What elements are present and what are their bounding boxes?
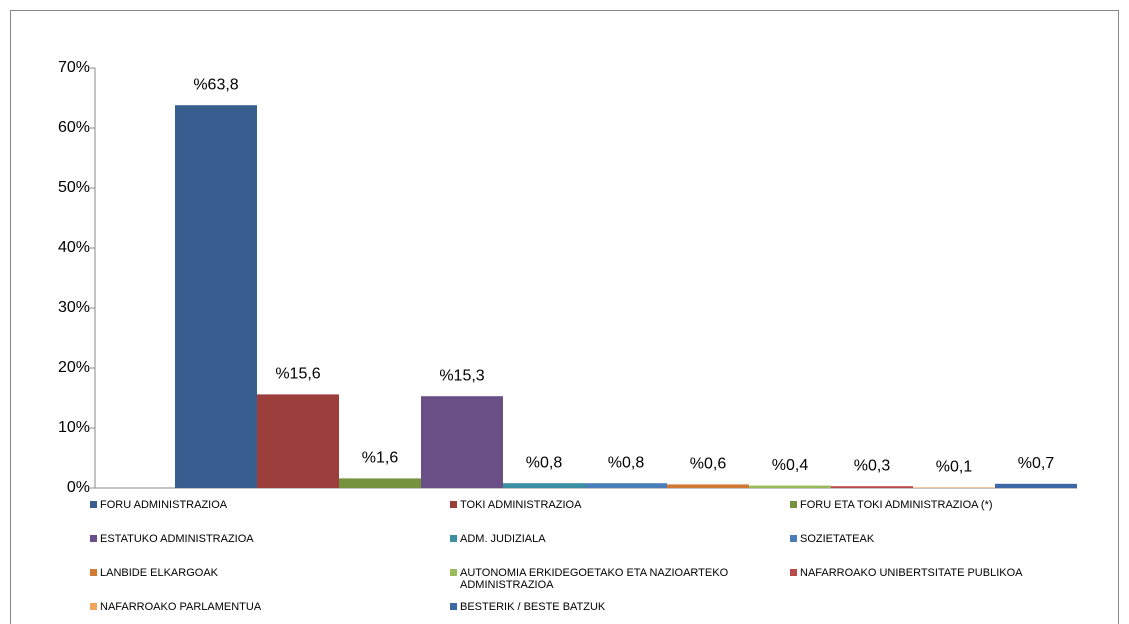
bar bbox=[995, 483, 1077, 488]
legend-label: BESTERIK / BESTE BATZUK bbox=[460, 601, 606, 613]
bar bbox=[421, 396, 503, 488]
legend-swatch bbox=[790, 501, 797, 508]
legend-item: AUTONOMIA ERKIDEGOETAKO ETA NAZIOARTEKO … bbox=[450, 567, 780, 591]
bar bbox=[175, 105, 257, 488]
legend-item: LANBIDE ELKARGOAK bbox=[90, 567, 420, 579]
legend-label: ESTATUKO ADMINISTRAZIOA bbox=[100, 533, 254, 545]
legend-item: ADM. JUDIZIALA bbox=[450, 533, 780, 545]
legend-label: AUTONOMIA ERKIDEGOETAKO ETA NAZIOARTEKO … bbox=[460, 567, 729, 591]
data-label: %15,3 bbox=[439, 367, 484, 384]
legend-label: NAFARROAKO PARLAMENTUA bbox=[100, 601, 262, 613]
bar bbox=[749, 485, 831, 488]
bar bbox=[585, 483, 667, 488]
legend-swatch bbox=[90, 603, 97, 610]
y-tick-label: 20% bbox=[58, 359, 90, 376]
data-label: %0,4 bbox=[772, 457, 809, 474]
legend-item: SOZIETATEAK bbox=[790, 533, 1120, 545]
y-tick-label: 10% bbox=[58, 419, 90, 436]
data-label: %1,6 bbox=[362, 450, 399, 467]
legend-swatch bbox=[90, 569, 97, 576]
bar bbox=[913, 487, 995, 488]
legend-swatch bbox=[450, 603, 457, 610]
y-tick-label: 70% bbox=[58, 59, 90, 76]
y-tick-label: 50% bbox=[58, 179, 90, 196]
data-label: %0,8 bbox=[526, 454, 563, 471]
data-label: %0,3 bbox=[854, 457, 891, 474]
y-tick-label: 40% bbox=[58, 239, 90, 256]
legend-item: FORU ADMINISTRAZIOA bbox=[90, 499, 420, 511]
y-tick-label: 0% bbox=[67, 479, 90, 496]
legend-swatch bbox=[450, 501, 457, 508]
legend-item: ESTATUKO ADMINISTRAZIOA bbox=[90, 533, 420, 545]
legend-label: NAFARROAKO UNIBERTSITATE PUBLIKOA bbox=[800, 567, 1023, 579]
legend-label: TOKI ADMINISTRAZIOA bbox=[460, 499, 582, 511]
legend-label: LANBIDE ELKARGOAK bbox=[100, 567, 218, 579]
legend-swatch bbox=[790, 569, 797, 576]
legend-label: FORU ETA TOKI ADMINISTRAZIOA (*) bbox=[800, 499, 993, 511]
data-label: %15,6 bbox=[275, 366, 320, 383]
data-label: %0,6 bbox=[690, 456, 727, 473]
legend-swatch bbox=[90, 535, 97, 542]
data-label: %63,8 bbox=[193, 76, 238, 93]
bar bbox=[257, 394, 339, 488]
bar bbox=[831, 486, 913, 488]
bar bbox=[339, 478, 421, 488]
data-label: %0,8 bbox=[608, 454, 645, 471]
legend-label: ADM. JUDIZIALA bbox=[460, 533, 546, 545]
legend-swatch bbox=[450, 535, 457, 542]
legend-swatch bbox=[90, 501, 97, 508]
legend-item: BESTERIK / BESTE BATZUK bbox=[450, 601, 780, 613]
bar bbox=[667, 484, 749, 488]
legend-item: FORU ETA TOKI ADMINISTRAZIOA (*) bbox=[790, 499, 1120, 511]
y-tick-label: 60% bbox=[58, 119, 90, 136]
legend-swatch bbox=[450, 569, 457, 576]
legend-item: NAFARROAKO PARLAMENTUA bbox=[90, 601, 420, 613]
data-label: %0,1 bbox=[936, 459, 973, 476]
legend-label: FORU ADMINISTRAZIOA bbox=[100, 499, 228, 511]
legend-label: SOZIETATEAK bbox=[800, 533, 875, 545]
legend-swatch bbox=[790, 535, 797, 542]
y-tick-label: 30% bbox=[58, 299, 90, 316]
data-label: %0,7 bbox=[1018, 455, 1055, 472]
legend-item: NAFARROAKO UNIBERTSITATE PUBLIKOA bbox=[790, 567, 1120, 579]
legend-item: TOKI ADMINISTRAZIOA bbox=[450, 499, 780, 511]
chart-border bbox=[10, 10, 1119, 624]
bar bbox=[503, 483, 585, 488]
